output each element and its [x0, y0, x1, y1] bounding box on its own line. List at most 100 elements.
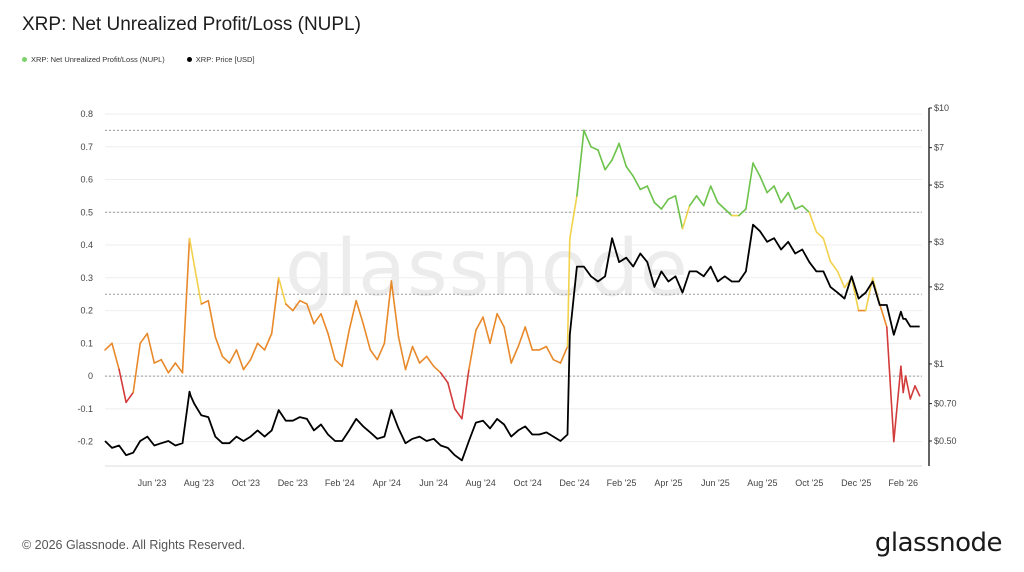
nupl-line-segment[interactable]: [681, 204, 691, 230]
nupl-line-segment[interactable]: [146, 332, 156, 364]
nupl-line-segment[interactable]: [376, 342, 386, 361]
nupl-line-segment[interactable]: [111, 342, 120, 371]
nupl-line-segment[interactable]: [738, 208, 747, 217]
nupl-line-segment[interactable]: [904, 375, 912, 400]
nupl-line-segment[interactable]: [745, 162, 754, 210]
nupl-line-segment[interactable]: [496, 312, 505, 328]
nupl-line-segment[interactable]: [291, 299, 301, 312]
nupl-line-segment[interactable]: [752, 162, 761, 177]
nupl-line-segment[interactable]: [667, 195, 677, 200]
nupl-line-segment[interactable]: [590, 146, 599, 151]
nupl-line-segment[interactable]: [759, 175, 768, 194]
nupl-line-segment[interactable]: [468, 329, 477, 371]
nupl-line-segment[interactable]: [538, 345, 548, 351]
nupl-line-segment[interactable]: [773, 185, 782, 204]
nupl-line-segment[interactable]: [583, 129, 592, 148]
nupl-line-segment[interactable]: [334, 358, 343, 368]
nupl-line-segment[interactable]: [780, 191, 790, 204]
nupl-line-segment[interactable]: [207, 299, 217, 338]
nupl-line-segment[interactable]: [439, 371, 449, 384]
nupl-line-segment[interactable]: [892, 365, 902, 443]
nupl-line-segment[interactable]: [214, 335, 224, 358]
nupl-line-segment[interactable]: [461, 368, 470, 420]
nupl-line-segment[interactable]: [552, 358, 562, 364]
nupl-line-segment[interactable]: [618, 142, 628, 168]
nupl-line-segment[interactable]: [411, 345, 421, 364]
nupl-line-segment[interactable]: [189, 244, 195, 266]
nupl-line-segment[interactable]: [611, 142, 620, 161]
nupl-line-segment[interactable]: [482, 316, 491, 345]
nupl-line-segment[interactable]: [688, 195, 698, 207]
nupl-line-segment[interactable]: [815, 231, 825, 240]
nupl-line-segment[interactable]: [397, 335, 407, 371]
nupl-line-segment[interactable]: [885, 326, 895, 443]
nupl-line-segment[interactable]: [425, 355, 435, 368]
nupl-line-segment[interactable]: [794, 204, 804, 210]
nupl-line-segment[interactable]: [653, 201, 663, 210]
nupl-line-segment[interactable]: [625, 165, 635, 177]
nupl-line-segment[interactable]: [453, 408, 463, 420]
nupl-line-segment[interactable]: [878, 303, 888, 328]
nupl-line-segment[interactable]: [200, 299, 210, 305]
nupl-line-segment[interactable]: [566, 237, 571, 348]
nupl-line-segment[interactable]: [125, 391, 134, 404]
nupl-line-segment[interactable]: [568, 195, 578, 240]
nupl-line-segment[interactable]: [313, 312, 322, 325]
nupl-line-segment[interactable]: [299, 299, 308, 305]
nupl-line-segment[interactable]: [284, 303, 294, 312]
nupl-line-segment[interactable]: [723, 208, 733, 217]
nupl-line-segment[interactable]: [702, 185, 712, 207]
nupl-line-segment[interactable]: [432, 365, 442, 374]
nupl-line-segment[interactable]: [559, 345, 569, 364]
nupl-line-segment[interactable]: [646, 185, 656, 204]
nupl-line-segment[interactable]: [829, 260, 839, 273]
nupl-line-segment[interactable]: [674, 195, 684, 230]
nupl-line-segment[interactable]: [390, 280, 400, 338]
nupl-line-segment[interactable]: [263, 332, 273, 351]
nupl-line-segment[interactable]: [160, 358, 170, 374]
nupl-line-segment[interactable]: [604, 159, 613, 171]
nupl-line-segment[interactable]: [808, 211, 818, 233]
nupl-line-segment[interactable]: [766, 185, 775, 194]
nupl-line-segment[interactable]: [902, 375, 907, 394]
nupl-line-segment[interactable]: [418, 355, 428, 364]
nupl-line-segment[interactable]: [822, 237, 832, 263]
nupl-line-segment[interactable]: [242, 358, 252, 371]
nupl-line-segment[interactable]: [188, 237, 192, 246]
nupl-line-segment[interactable]: [104, 342, 113, 351]
nupl-line-segment[interactable]: [193, 263, 203, 305]
nupl-line-segment[interactable]: [489, 312, 498, 345]
nupl-line-segment[interactable]: [836, 270, 846, 289]
nupl-line-segment[interactable]: [341, 329, 351, 368]
nupl-line-segment[interactable]: [235, 349, 245, 371]
nupl-line-segment[interactable]: [716, 201, 726, 210]
nupl-line-segment[interactable]: [517, 326, 527, 348]
nupl-line-segment[interactable]: [348, 299, 358, 332]
nupl-line-segment[interactable]: [524, 326, 534, 351]
nupl-line-segment[interactable]: [228, 349, 238, 364]
nupl-line-segment[interactable]: [139, 332, 149, 345]
nupl-line-segment[interactable]: [270, 276, 280, 335]
nupl-line-segment[interactable]: [221, 355, 231, 364]
nupl-line-segment[interactable]: [167, 362, 177, 374]
nupl-line-segment[interactable]: [181, 237, 191, 374]
nupl-line-segment[interactable]: [900, 365, 905, 394]
nupl-line-segment[interactable]: [383, 280, 393, 345]
nupl-line-segment[interactable]: [695, 195, 705, 207]
nupl-line-segment[interactable]: [709, 185, 719, 204]
legend-item-nupl[interactable]: XRP: Net Unrealized Profit/Loss (NUPL): [22, 55, 165, 64]
nupl-line-segment[interactable]: [362, 322, 372, 351]
nupl-line-segment[interactable]: [914, 385, 921, 397]
nupl-line-segment[interactable]: [320, 312, 329, 335]
nupl-line-segment[interactable]: [256, 342, 266, 351]
nupl-line-segment[interactable]: [277, 276, 287, 305]
price-line[interactable]: [104, 223, 920, 462]
nupl-line-segment[interactable]: [545, 345, 555, 361]
nupl-line-segment[interactable]: [118, 368, 127, 404]
nupl-line-segment[interactable]: [632, 175, 642, 191]
nupl-line-segment[interactable]: [787, 191, 797, 210]
nupl-line-segment[interactable]: [306, 303, 315, 325]
nupl-line-segment[interactable]: [909, 385, 916, 400]
nupl-line-segment[interactable]: [249, 342, 259, 361]
